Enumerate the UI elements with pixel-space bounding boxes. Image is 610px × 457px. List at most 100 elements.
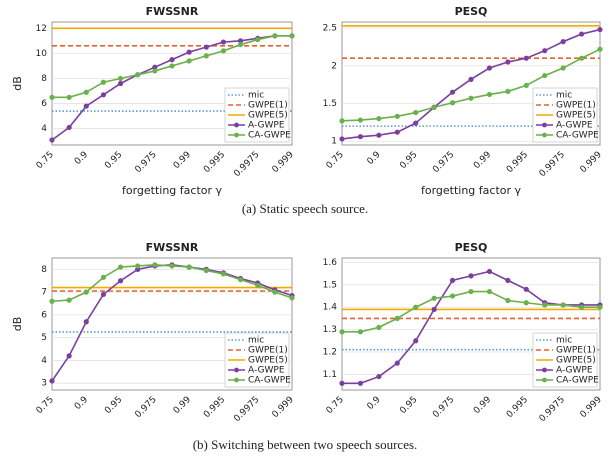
y-tick-label: 1.5 xyxy=(323,280,337,290)
x-tick-label: 0.999 xyxy=(579,150,604,175)
legend-label: GWPE(5) xyxy=(556,111,596,121)
legend-marker xyxy=(234,122,239,128)
x-tick-label: 0.99 xyxy=(172,395,193,416)
marker xyxy=(468,288,474,295)
x-tick-label: 0.999 xyxy=(579,395,604,420)
marker xyxy=(449,277,456,283)
x-tick-label: 0.9 xyxy=(366,395,383,412)
marker xyxy=(523,55,529,61)
marker xyxy=(357,380,364,386)
legend-marker xyxy=(234,132,239,138)
marker xyxy=(486,288,493,295)
marker xyxy=(339,118,345,124)
marker xyxy=(376,373,382,380)
marker xyxy=(505,59,511,65)
marker xyxy=(135,263,141,269)
marker xyxy=(376,324,382,330)
marker xyxy=(468,95,474,101)
y-tick-label: 7 xyxy=(41,288,47,298)
marker xyxy=(431,306,437,313)
legend-label: A-GWPE xyxy=(248,366,285,376)
marker xyxy=(523,82,529,88)
marker xyxy=(339,136,345,142)
marker xyxy=(83,89,89,95)
marker xyxy=(413,120,419,126)
marker xyxy=(449,89,456,95)
y-tick-label: 5 xyxy=(41,333,47,343)
marker xyxy=(468,76,474,82)
x-tick-label: 0.995 xyxy=(505,395,530,420)
marker xyxy=(357,134,364,140)
chart-title: FWSSNR xyxy=(146,241,199,254)
marker xyxy=(203,44,209,50)
marker xyxy=(542,72,548,79)
legend-label: GWPE(5) xyxy=(248,111,288,121)
legend-label: mic xyxy=(556,91,572,101)
x-axis-label: forgetting factor γ xyxy=(421,184,522,197)
x-tick-label: 0.99 xyxy=(472,395,493,416)
x-tick-label: 0.9975 xyxy=(538,395,567,424)
marker xyxy=(117,278,124,284)
marker xyxy=(560,39,566,45)
marker xyxy=(237,41,244,48)
x-tick-label: 0.75 xyxy=(35,395,56,416)
x-tick-label: 0.975 xyxy=(133,395,158,420)
marker xyxy=(486,268,493,275)
marker xyxy=(49,137,55,143)
marker xyxy=(220,48,227,54)
marker xyxy=(357,329,364,335)
marker xyxy=(220,271,227,277)
legend-label: A-GWPE xyxy=(556,121,593,131)
y-tick-label: 8 xyxy=(41,74,47,84)
marker xyxy=(597,304,603,310)
marker xyxy=(49,378,55,384)
y-tick-label: 1.4 xyxy=(323,303,338,313)
marker xyxy=(152,68,158,74)
marker xyxy=(83,103,89,109)
marker xyxy=(237,38,244,44)
x-tick-label: 0.95 xyxy=(398,150,419,171)
legend-label: GWPE(5) xyxy=(556,356,596,366)
x-tick-label: 0.995 xyxy=(202,395,227,420)
marker xyxy=(357,117,364,123)
marker xyxy=(560,65,566,71)
x-axis-label: forgetting factor γ xyxy=(122,184,223,197)
caption: (a) Static speech source. xyxy=(242,201,368,216)
legend-marker xyxy=(542,377,547,383)
y-tick-label: 4 xyxy=(41,124,47,134)
marker xyxy=(523,300,529,306)
marker xyxy=(542,302,548,308)
x-tick-label: 0.95 xyxy=(398,395,419,416)
marker xyxy=(289,295,295,301)
legend-marker xyxy=(542,122,547,128)
marker xyxy=(220,39,227,45)
caption: (b) Switching between two speech sources… xyxy=(193,437,418,452)
legend-marker xyxy=(234,367,239,373)
marker xyxy=(169,263,175,269)
marker xyxy=(394,360,400,366)
marker xyxy=(66,297,72,303)
marker xyxy=(152,262,158,268)
y-tick-label: 8 xyxy=(41,265,47,275)
legend-label: CA-GWPE xyxy=(556,376,599,386)
x-tick-label: 0.95 xyxy=(103,150,124,171)
x-tick-label: 0.975 xyxy=(431,395,456,420)
x-tick-label: 0.9975 xyxy=(232,150,261,179)
marker xyxy=(431,295,437,301)
legend-label: CA-GWPE xyxy=(556,131,599,141)
x-tick-label: 0.75 xyxy=(325,150,346,171)
marker xyxy=(339,329,345,335)
y-tick-label: 1.6 xyxy=(323,258,338,268)
marker xyxy=(203,53,209,59)
x-tick-label: 0.9975 xyxy=(232,395,261,424)
marker xyxy=(83,289,89,295)
marker xyxy=(255,36,261,43)
marker xyxy=(394,129,400,135)
x-tick-label: 0.99 xyxy=(472,150,493,171)
marker xyxy=(523,286,529,292)
x-tick-label: 0.9 xyxy=(73,395,90,412)
y-tick-label: 10 xyxy=(36,49,48,59)
legend-label: mic xyxy=(248,91,264,101)
y-tick-label: 1.5 xyxy=(323,99,337,109)
